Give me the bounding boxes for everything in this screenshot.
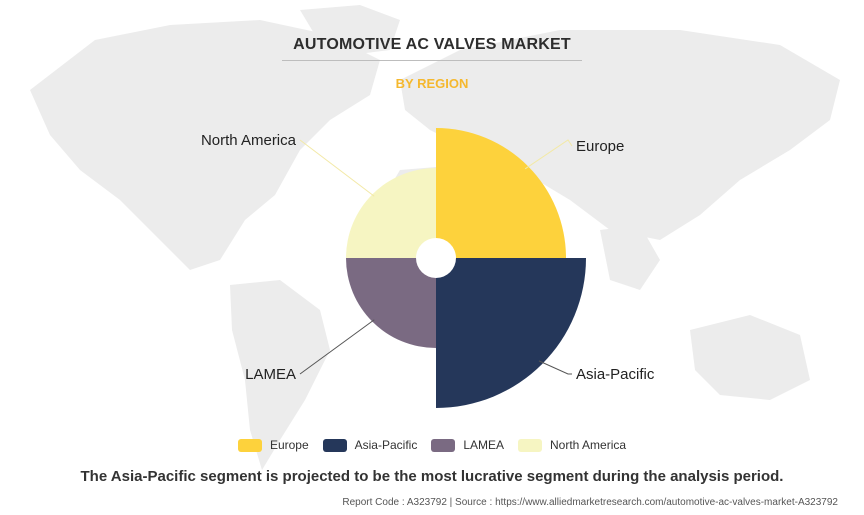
legend-label-lamea: LAMEA: [463, 438, 505, 452]
chart-subtitle: BY REGION: [395, 76, 469, 91]
legend-label-north-america: North America: [550, 438, 627, 452]
leader-line-asia-pacific: [538, 360, 572, 375]
slice-lamea: [346, 258, 436, 348]
chart-leader-lines: [299, 139, 573, 375]
legend-swatch-north-america: [518, 438, 543, 452]
chart-center-hole: [416, 238, 456, 278]
chart-slices: [346, 128, 586, 408]
legend-swatch-lamea: [431, 438, 456, 452]
slice-asia-pacific: [436, 258, 586, 408]
chart-data-labels: Europe Asia-Pacific LAMEA North America: [201, 132, 655, 383]
leader-line-north-america: [299, 139, 375, 197]
data-label-europe: Europe: [576, 138, 624, 155]
chart-title: AUTOMOTIVE AC VALVES MARKET: [293, 36, 571, 53]
title-divider: [282, 60, 582, 61]
legend-swatch-asia-pacific: [322, 438, 347, 452]
legend-swatch-europe: [237, 438, 262, 452]
chart-legend: Europe Asia-Pacific LAMEA North America: [0, 438, 864, 452]
data-label-north-america: North America: [201, 132, 297, 149]
leader-line-europe: [524, 139, 573, 170]
legend-label-asia-pacific: Asia-Pacific: [354, 438, 418, 452]
legend-item-asia-pacific: Asia-Pacific: [322, 438, 418, 452]
legend-item-lamea: LAMEA: [431, 438, 504, 452]
legend-item-europe: Europe: [237, 438, 309, 452]
legend-item-north-america: North America: [518, 438, 626, 452]
chart-caption: The Asia-Pacific segment is projected to…: [80, 468, 784, 485]
leader-line-lamea: [299, 319, 375, 375]
report-source-footer: Report Code : A323792 | Source : https:/…: [342, 497, 838, 508]
slice-north-america: [346, 168, 436, 258]
data-label-lamea: LAMEA: [245, 366, 296, 383]
slice-europe: [436, 128, 566, 258]
legend-label-europe: Europe: [269, 438, 309, 452]
data-label-asia-pacific: Asia-Pacific: [576, 366, 655, 383]
